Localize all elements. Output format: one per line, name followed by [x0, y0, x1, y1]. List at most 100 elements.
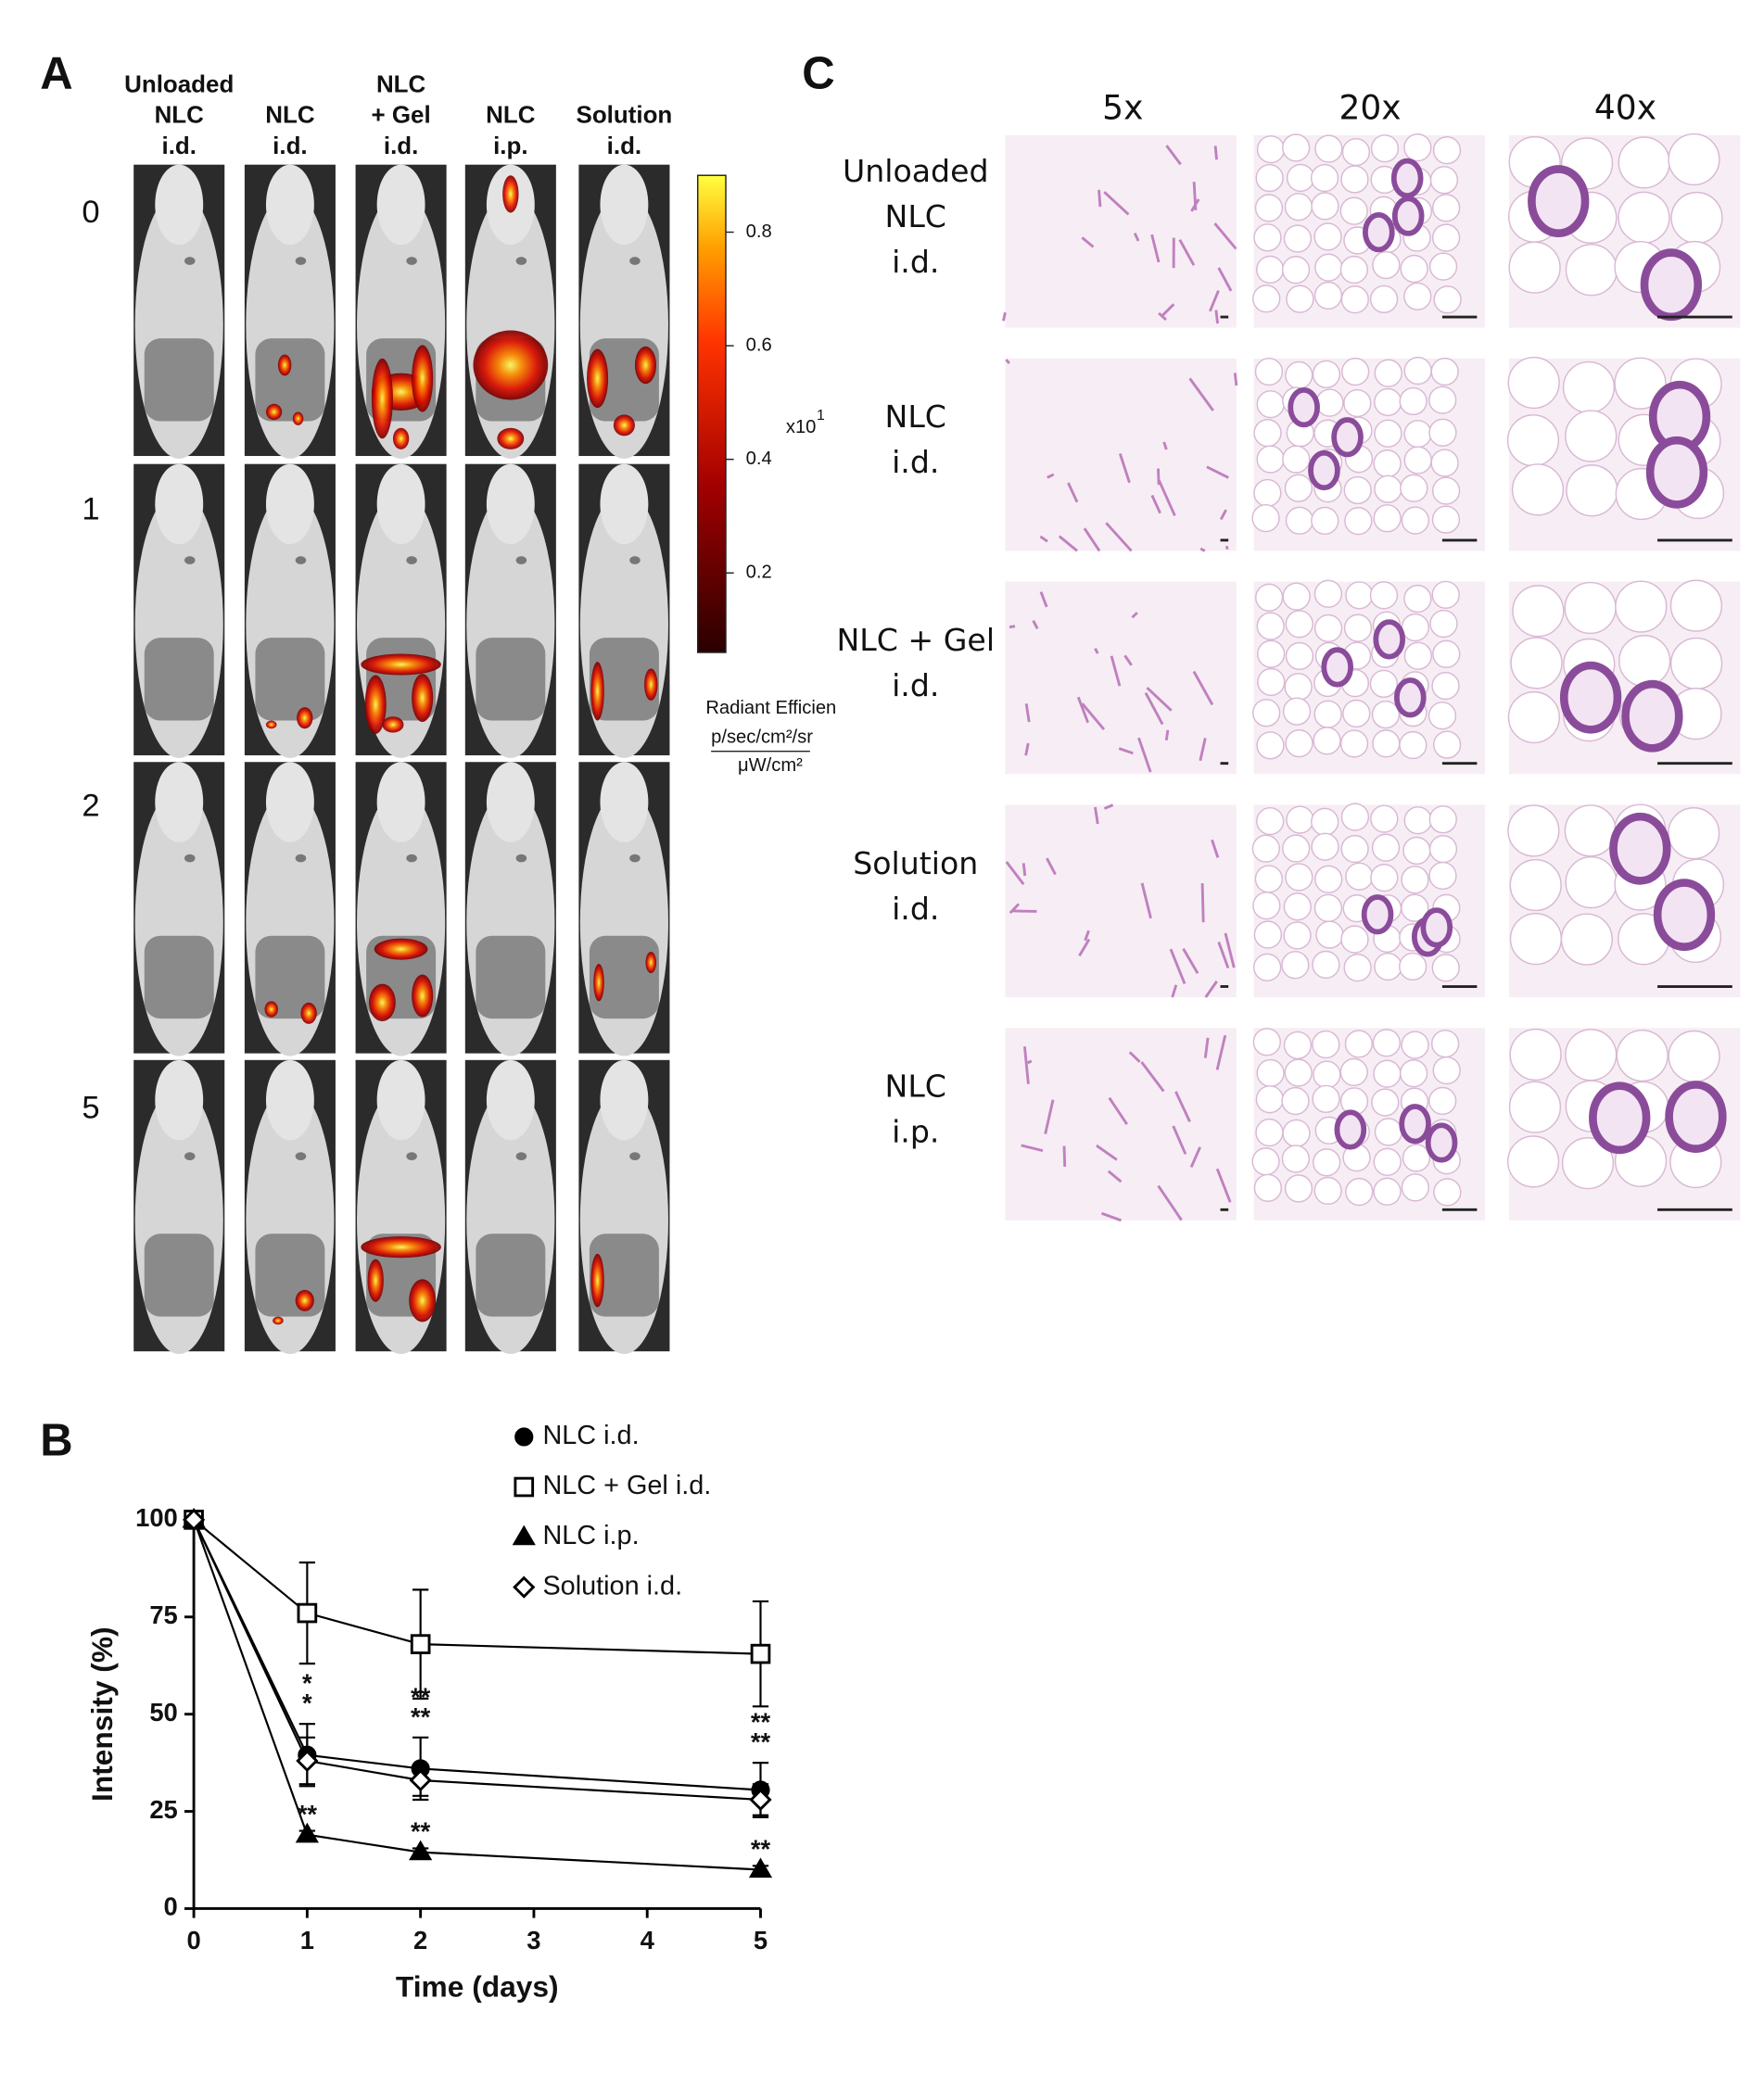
adipocyte [1668, 133, 1720, 186]
tissue-strand [1137, 737, 1152, 773]
duct [1653, 879, 1716, 952]
data-point [409, 1768, 432, 1792]
data-point [410, 1634, 431, 1654]
adipocyte [1255, 583, 1284, 612]
adipocyte [1251, 503, 1280, 533]
fluorescence [300, 1002, 317, 1024]
colorbar-tick-label: 0.6 [746, 335, 772, 355]
magnification-header: 20x [1339, 90, 1401, 128]
fluorescence [295, 1289, 314, 1311]
adipocyte [1510, 637, 1563, 689]
panel-label: A [40, 48, 72, 98]
adipocyte [1431, 223, 1461, 252]
row-label: Solution [853, 845, 978, 881]
adipocyte [1283, 224, 1313, 253]
column-header: NLC [486, 103, 536, 129]
colorbar-tick-label: 0.2 [746, 563, 772, 583]
column-header: NLC [265, 103, 315, 129]
column-header: + Gel [372, 103, 431, 129]
mouse-eye [515, 854, 527, 863]
adipocyte [1283, 1031, 1313, 1060]
duct [1363, 211, 1395, 253]
adipocyte [1285, 641, 1314, 671]
mouse-abdomen [255, 638, 325, 721]
adipocyte [1311, 832, 1339, 861]
adipocyte [1313, 1148, 1341, 1177]
tissue-strand [1219, 509, 1227, 521]
adipocyte [1252, 699, 1281, 727]
adipocyte [1564, 581, 1617, 635]
legend-label: NLC + Gel i.d. [542, 1471, 711, 1500]
tissue-strand [1105, 522, 1133, 552]
adipocyte [1373, 1177, 1402, 1206]
legend-label: Solution i.d. [542, 1571, 682, 1600]
duct [1640, 248, 1703, 322]
colorbar-unit: p/sec/cm²/sr [711, 727, 813, 748]
adipocyte [1428, 386, 1457, 414]
column-header: NLC [376, 71, 426, 97]
tissue-strand [1009, 625, 1016, 629]
adipocyte [1428, 252, 1458, 281]
x-tick-label: 1 [300, 1926, 314, 1955]
adipocyte [1256, 390, 1285, 419]
fluorescence [497, 427, 525, 449]
mouse-abdomen [589, 638, 659, 721]
mouse-abdomen [144, 1233, 214, 1317]
x-tick-label: 3 [527, 1926, 540, 1955]
mouse-image [244, 762, 336, 1056]
row-label: NLC [885, 398, 946, 435]
mouse-image [578, 1059, 670, 1355]
significance-label: ** [411, 1682, 431, 1711]
adipocyte [1339, 196, 1368, 225]
legend-marker [512, 1524, 536, 1546]
adipocyte [1403, 282, 1432, 310]
fluorescence [364, 675, 387, 734]
mouse-abdomen [255, 338, 325, 422]
tissue-strand [1039, 591, 1048, 608]
legend-marker [513, 1575, 536, 1599]
tissue-strand [1107, 1170, 1123, 1183]
adipocyte [1618, 635, 1671, 688]
adipocyte [1340, 165, 1369, 194]
mouse-abdomen [144, 935, 214, 1019]
adipocyte [1508, 1081, 1562, 1133]
y-tick-label: 100 [135, 1503, 178, 1532]
adipocyte [1311, 807, 1339, 836]
tissue-strand [1224, 545, 1229, 550]
mouse-image [244, 1059, 336, 1355]
adipocyte [1281, 1086, 1310, 1116]
fluorescence [392, 427, 410, 449]
mouse-eye [406, 854, 417, 863]
legend-marker [514, 1476, 535, 1498]
adipocyte [1343, 475, 1372, 505]
adipocyte [1369, 669, 1399, 699]
tissue-strand [1024, 703, 1031, 723]
duct [1420, 907, 1453, 948]
data-point [409, 1840, 433, 1861]
adipocyte [1616, 1029, 1669, 1082]
duct [1665, 1081, 1727, 1153]
adipocyte [1400, 474, 1428, 502]
mouse-head [600, 164, 649, 246]
adipocyte [1401, 1173, 1429, 1202]
fluorescence [590, 662, 604, 721]
tissue-strand [1022, 1046, 1030, 1084]
x-tick-label: 0 [186, 1926, 200, 1955]
adipocyte [1565, 855, 1618, 909]
adipocyte [1283, 921, 1312, 950]
adipocyte [1428, 805, 1457, 834]
mouse-abdomen [589, 1233, 659, 1317]
adipocyte [1403, 420, 1432, 449]
adipocyte [1402, 836, 1431, 866]
adipocyte [1565, 1029, 1618, 1082]
tissue [1005, 581, 1237, 775]
mouse-head [376, 762, 425, 842]
tissue [1005, 1028, 1237, 1221]
adipocyte [1399, 386, 1427, 416]
adipocyte [1512, 585, 1565, 638]
adipocyte [1252, 285, 1281, 313]
row-label: Unloaded [843, 153, 989, 189]
adipocyte [1314, 865, 1343, 893]
tissue-strand [1118, 747, 1134, 755]
